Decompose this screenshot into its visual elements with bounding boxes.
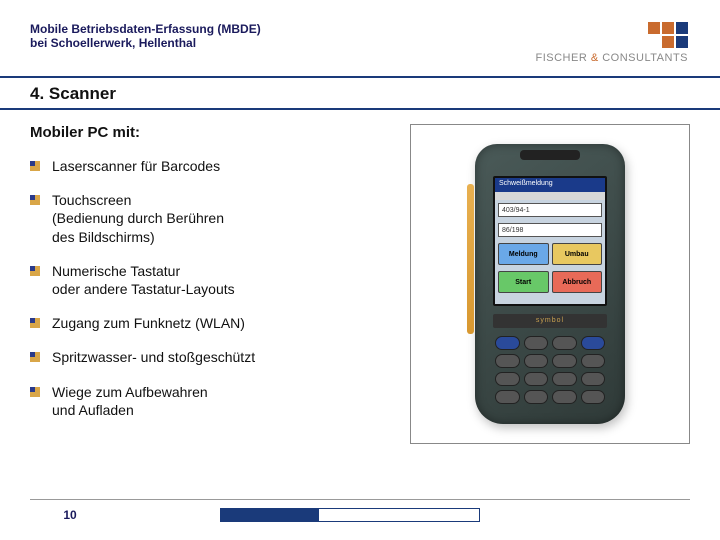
- keypad-key: [495, 390, 520, 404]
- bullet-icon: [30, 352, 40, 362]
- device-image-frame: Schweißmeldung 403/94-1 86/198 Meldung U…: [410, 124, 690, 444]
- footer-bar-segment: [221, 509, 319, 521]
- list-item: Touchscreen (Bedienung durch Berühren de…: [30, 191, 390, 246]
- header-line-2: bei Schoellerwerk, Hellenthal: [30, 36, 535, 50]
- bullet-icon: [30, 387, 40, 397]
- screen-button-row: Start Abbruch: [495, 268, 605, 296]
- keypad-key: [581, 354, 606, 368]
- mobile-scanner-device: Schweißmeldung 403/94-1 86/198 Meldung U…: [475, 144, 625, 424]
- header-title-block: Mobile Betriebsdaten-Erfassung (MBDE) be…: [30, 22, 535, 50]
- keypad-key: [495, 336, 520, 350]
- keypad-key: [495, 372, 520, 386]
- screen-btn: Abbruch: [552, 271, 603, 293]
- device-screen: Schweißmeldung 403/94-1 86/198 Meldung U…: [493, 176, 607, 306]
- header-line-1: Mobile Betriebsdaten-Erfassung (MBDE): [30, 22, 535, 36]
- footer-progress-bar: [220, 508, 480, 522]
- device-brand-label: symbol: [493, 314, 607, 328]
- bullet-text: Touchscreen (Bedienung durch Berühren de…: [52, 191, 224, 246]
- device-keypad: [495, 336, 605, 404]
- logo-sq: [648, 36, 660, 48]
- keypad-key: [524, 354, 549, 368]
- logo-text: FISCHER & CONSULTANTS: [535, 52, 688, 64]
- bullet-text: Laserscanner für Barcodes: [52, 157, 220, 175]
- keypad-key: [524, 336, 549, 350]
- screen-button-row: Meldung Umbau: [495, 240, 605, 268]
- keypad-key: [524, 372, 549, 386]
- logo-amp: &: [591, 52, 599, 64]
- screen-btn: Umbau: [552, 243, 603, 265]
- footer-row: 10: [30, 508, 690, 522]
- keypad-key: [552, 354, 577, 368]
- logo-sq: [676, 36, 688, 48]
- keypad-key: [581, 372, 606, 386]
- keypad-key: [552, 336, 577, 350]
- bullet-text: Zugang zum Funknetz (WLAN): [52, 314, 245, 332]
- page-number: 10: [30, 508, 110, 522]
- keypad-key: [552, 390, 577, 404]
- keypad-key: [524, 390, 549, 404]
- logo-squares-icon: [648, 22, 688, 48]
- bullet-text: Wiege zum Aufbewahren und Aufladen: [52, 383, 208, 419]
- slide-header: Mobile Betriebsdaten-Erfassung (MBDE) be…: [0, 0, 720, 72]
- bullet-list: Laserscanner für Barcodes Touchscreen (B…: [30, 157, 390, 419]
- screen-btn: Start: [498, 271, 549, 293]
- bullet-text: Spritzwasser- und stoßgeschützt: [52, 348, 255, 366]
- screen-field: 86/198: [498, 223, 602, 237]
- keypad-key: [552, 372, 577, 386]
- logo-sq: [648, 22, 660, 34]
- list-item: Spritzwasser- und stoßgeschützt: [30, 348, 390, 366]
- bullet-icon: [30, 195, 40, 205]
- screen-toolbar: [495, 192, 605, 200]
- screen-titlebar: Schweißmeldung: [495, 178, 605, 192]
- bullet-icon: [30, 266, 40, 276]
- slide-footer: 10: [0, 499, 720, 522]
- bullet-icon: [30, 318, 40, 328]
- list-item: Numerische Tastatur oder andere Tastatur…: [30, 262, 390, 298]
- screen-btn: Meldung: [498, 243, 549, 265]
- section-title: 4. Scanner: [0, 78, 720, 108]
- logo-company: FISCHER: [535, 52, 587, 64]
- logo-sq: [662, 22, 674, 34]
- logo-sq: [662, 36, 674, 48]
- stylus-icon: [467, 184, 474, 334]
- list-item: Laserscanner für Barcodes: [30, 157, 390, 175]
- keypad-key: [581, 336, 606, 350]
- screen-field: 403/94-1: [498, 203, 602, 217]
- subheading: Mobiler PC mit:: [30, 124, 390, 141]
- logo-sq: [676, 22, 688, 34]
- text-column: Mobiler PC mit: Laserscanner für Barcode…: [30, 124, 390, 444]
- footer-divider: [30, 499, 690, 500]
- content-area: Mobiler PC mit: Laserscanner für Barcode…: [0, 110, 720, 444]
- footer-bar-segment: [319, 509, 479, 521]
- company-logo: FISCHER & CONSULTANTS: [535, 22, 688, 64]
- bullet-text: Numerische Tastatur oder andere Tastatur…: [52, 262, 235, 298]
- list-item: Wiege zum Aufbewahren und Aufladen: [30, 383, 390, 419]
- bullet-icon: [30, 161, 40, 171]
- keypad-key: [581, 390, 606, 404]
- device-scanner-window: [520, 150, 580, 160]
- keypad-key: [495, 354, 520, 368]
- logo-rest: CONSULTANTS: [602, 52, 688, 64]
- list-item: Zugang zum Funknetz (WLAN): [30, 314, 390, 332]
